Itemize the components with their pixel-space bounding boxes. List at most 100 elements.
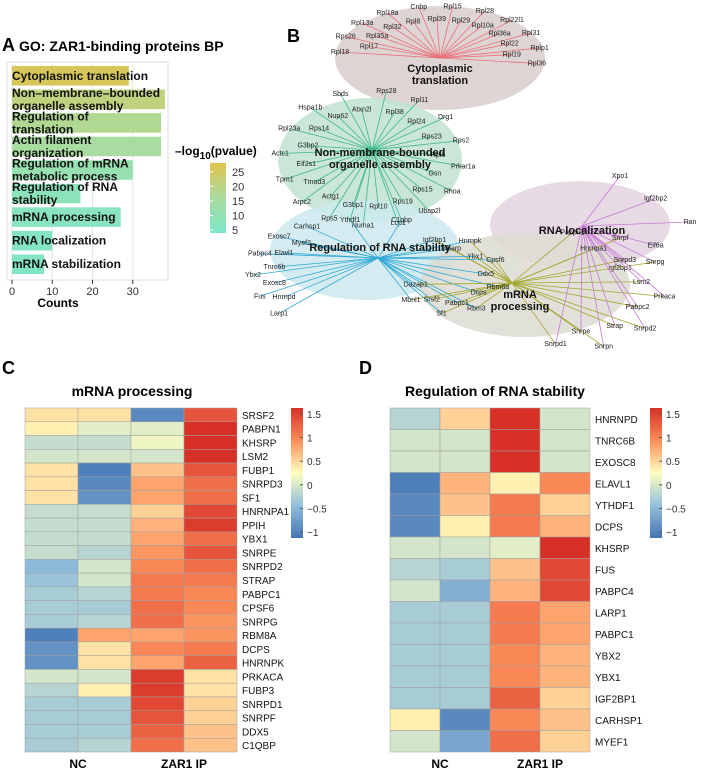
group-label: NC — [431, 757, 449, 771]
gene-node-label: Rps15 — [412, 187, 432, 194]
heatmap-cell — [539, 536, 591, 559]
cluster-ellipse — [278, 98, 462, 222]
network-edge — [555, 225, 583, 345]
network-edge — [377, 219, 402, 259]
heatmap-cell — [24, 407, 79, 423]
heatmap-cell — [489, 708, 541, 731]
heatmap-cell — [389, 493, 441, 516]
gene-node-label: Cnbp — [410, 4, 427, 11]
heatmap-cell — [130, 669, 185, 684]
gene-node-label: Dcps — [471, 290, 487, 297]
heatmap-cell — [77, 655, 132, 670]
gene-node-label: Rpl22 — [500, 41, 518, 48]
gene-node-label: Rps14 — [309, 126, 329, 133]
bar-label-line: translation — [12, 122, 73, 136]
gene-node-label: Rpl10 — [369, 204, 387, 211]
panel-label-b: B — [287, 26, 300, 46]
heatmap-cell — [77, 724, 132, 739]
panel-b-network: Rpl18 Rpl17 Rps26 Rpl35a Rpl13a Rpl32 Rpl18a Rp… — [245, 3, 697, 350]
heatmap-cell — [77, 710, 132, 725]
gene-node-label: Snrpn — [594, 343, 613, 350]
network-edge — [474, 256, 513, 284]
group-label: ZAR1 IP — [517, 757, 563, 771]
bar — [12, 66, 129, 86]
heatmap-cell — [539, 665, 591, 688]
heatmap-cell — [24, 737, 79, 753]
heatmap-legend-colorbar — [291, 408, 303, 538]
row-label: KHSRP — [242, 438, 277, 449]
heatmap-cell — [24, 586, 79, 601]
gene-node-label: Rps2 — [453, 138, 469, 145]
heatmap-cell — [24, 490, 79, 505]
gene-node-label: Srsf2 — [424, 297, 440, 304]
row-label: PABPC4 — [595, 587, 634, 598]
network-edge — [289, 127, 373, 151]
heatmap-cell — [439, 665, 491, 688]
network-edge — [485, 273, 513, 284]
cluster-ellipse — [270, 200, 460, 300]
row-label: RBM8A — [242, 631, 277, 642]
network-edge — [511, 232, 573, 284]
row-label: CARHSP1 — [595, 716, 643, 727]
bar-label-line: organelle assembly — [12, 99, 124, 113]
x-axis-title: Counts — [37, 296, 79, 310]
heatmap-cell — [24, 724, 79, 739]
network-edge — [307, 145, 373, 151]
heatmap-cell — [389, 450, 441, 473]
row-label: SNRPD2 — [242, 562, 283, 573]
network-edge — [581, 198, 656, 227]
panel-label-c: C — [2, 358, 15, 378]
network-edge — [280, 149, 373, 154]
heatmap-cell — [24, 627, 79, 643]
gene-node-label: Snrpf — [612, 235, 629, 242]
gene-node-label: Rps23 — [422, 134, 442, 141]
network-edge — [314, 149, 373, 183]
network-edge — [377, 257, 458, 304]
cluster-label-line: mRNA — [503, 289, 537, 301]
row-label: MYEF1 — [595, 737, 629, 748]
network-edge — [371, 149, 423, 191]
gene-node-label: Igf2bp1 — [423, 237, 446, 244]
gene-node-label: Eif2s1 — [297, 161, 317, 168]
heatmap-cell — [24, 641, 79, 656]
panel-label-a: A — [2, 35, 15, 55]
heatmap-cell — [439, 730, 491, 753]
network-edge — [278, 257, 379, 314]
heatmap-cell — [439, 579, 491, 602]
network-edge — [301, 149, 373, 203]
chart-title-a: GO: ZAR1-binding proteins BP — [19, 38, 224, 54]
network-edge — [339, 51, 441, 59]
network-edge — [371, 140, 461, 151]
heatmap-cell — [439, 493, 491, 516]
heatmap-cell — [130, 682, 185, 698]
gene-node-label: Rpl36 — [528, 60, 546, 67]
gene-node-label: Lcp1 — [391, 220, 406, 227]
legend-tick-label: 5 — [232, 225, 238, 237]
network-edge — [377, 256, 476, 259]
gene-node-label: Gsn — [428, 170, 441, 177]
heatmap-cell — [24, 669, 79, 684]
bar-label-line: metabolic process — [12, 170, 118, 184]
network-edge — [349, 149, 373, 221]
network-edge — [581, 225, 665, 297]
gene-node-label: Rpl32 — [383, 24, 401, 31]
network-edge — [439, 57, 537, 64]
heatmap-cell — [539, 472, 591, 495]
heatmap-cell — [489, 644, 541, 667]
heatmap-legend-label: 0.5 — [666, 457, 680, 468]
bar-label-line: Non–membrane–bounded — [12, 86, 160, 100]
heatmap-cell — [24, 545, 79, 560]
heatmap-cell — [439, 708, 491, 731]
heatmap-cell — [389, 687, 441, 710]
heatmap-cell — [539, 450, 591, 473]
network-edge — [371, 99, 420, 151]
gene-node-label: Myef2 — [292, 240, 311, 247]
heatmap-cell — [183, 586, 238, 601]
bar-label: mRNA stabilization — [12, 257, 121, 271]
heatmap-cell — [24, 531, 79, 546]
row-label: SNRPF — [242, 714, 276, 725]
network-edge — [418, 6, 441, 59]
gene-node-label: Ran — [684, 219, 697, 226]
heatmap-cell — [77, 682, 132, 698]
gene-node-label: Pabpc2 — [626, 304, 650, 311]
